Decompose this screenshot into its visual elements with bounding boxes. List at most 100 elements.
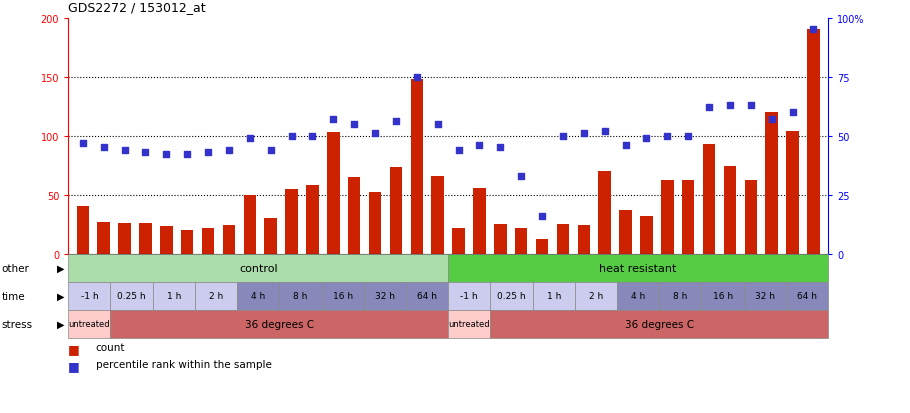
Bar — [575, 282, 617, 310]
Text: count: count — [96, 342, 125, 352]
Point — [785, 109, 800, 116]
Bar — [682, 181, 694, 254]
Point — [598, 128, 612, 135]
Point — [514, 173, 529, 180]
Bar — [494, 225, 507, 254]
Bar — [617, 282, 659, 310]
Bar — [620, 211, 632, 254]
Point — [96, 145, 111, 152]
Bar — [490, 282, 532, 310]
Bar — [723, 167, 736, 254]
Bar — [68, 282, 110, 310]
Point — [743, 102, 758, 109]
Text: 64 h: 64 h — [417, 292, 437, 301]
Bar — [431, 176, 444, 254]
Point — [681, 133, 695, 140]
Point — [117, 147, 132, 154]
Text: GDS2272 / 153012_at: GDS2272 / 153012_at — [68, 2, 206, 14]
Bar — [452, 228, 465, 254]
Point — [180, 152, 195, 159]
Bar — [364, 282, 406, 310]
Bar — [448, 282, 490, 310]
Point — [159, 152, 174, 159]
Point — [493, 145, 508, 152]
Point — [639, 135, 653, 142]
Bar — [153, 282, 195, 310]
Bar — [139, 223, 152, 254]
Point — [243, 135, 258, 142]
Point — [368, 131, 382, 137]
Text: 0.25 h: 0.25 h — [497, 292, 526, 301]
Bar — [515, 228, 528, 254]
Text: 16 h: 16 h — [713, 292, 733, 301]
Point — [305, 133, 319, 140]
Bar — [202, 228, 215, 254]
Point — [389, 119, 403, 126]
Bar — [181, 230, 194, 254]
Bar — [68, 254, 448, 282]
Text: ▶: ▶ — [57, 263, 65, 273]
Text: ■: ■ — [68, 342, 80, 355]
Bar — [490, 310, 828, 338]
Text: heat resistant: heat resistant — [600, 263, 677, 273]
Point — [702, 105, 716, 112]
Text: stress: stress — [2, 319, 33, 329]
Point — [660, 133, 674, 140]
Bar — [448, 310, 490, 338]
Bar — [578, 226, 590, 254]
Text: untreated: untreated — [449, 320, 490, 329]
Bar — [348, 178, 360, 254]
Point — [284, 133, 298, 140]
Text: ▶: ▶ — [57, 319, 65, 329]
Bar — [786, 132, 799, 254]
Point — [201, 150, 216, 156]
Bar — [76, 207, 89, 254]
Bar — [110, 310, 448, 338]
Bar — [238, 282, 279, 310]
Bar — [279, 282, 321, 310]
Text: ■: ■ — [68, 359, 80, 372]
Bar — [195, 282, 238, 310]
Bar — [473, 188, 486, 254]
Bar — [744, 181, 757, 254]
Text: -1 h: -1 h — [81, 292, 98, 301]
Bar — [97, 222, 110, 254]
Point — [222, 147, 237, 154]
Bar — [536, 240, 549, 254]
Bar — [807, 31, 820, 254]
Point — [326, 116, 340, 123]
Text: 32 h: 32 h — [375, 292, 395, 301]
Text: 4 h: 4 h — [251, 292, 266, 301]
Text: 1 h: 1 h — [167, 292, 181, 301]
Point — [618, 142, 632, 149]
Bar — [327, 133, 339, 254]
Text: time: time — [2, 291, 25, 301]
Point — [347, 121, 361, 128]
Point — [577, 131, 592, 137]
Bar — [265, 219, 277, 254]
Bar — [659, 282, 702, 310]
Text: untreated: untreated — [68, 320, 110, 329]
Bar — [743, 282, 786, 310]
Bar — [406, 282, 448, 310]
Point — [138, 150, 153, 156]
Bar — [223, 226, 236, 254]
Text: 0.25 h: 0.25 h — [117, 292, 146, 301]
Bar — [110, 282, 153, 310]
Bar — [410, 80, 423, 254]
Text: 8 h: 8 h — [293, 292, 308, 301]
Text: -1 h: -1 h — [460, 292, 478, 301]
Bar — [448, 254, 828, 282]
Text: 2 h: 2 h — [589, 292, 603, 301]
Bar — [307, 186, 318, 254]
Bar — [68, 310, 110, 338]
Point — [264, 147, 278, 154]
Bar — [244, 195, 256, 254]
Text: 36 degrees C: 36 degrees C — [245, 319, 314, 329]
Text: other: other — [2, 263, 30, 273]
Point — [472, 142, 487, 149]
Bar — [702, 282, 743, 310]
Point — [764, 116, 779, 123]
Text: percentile rank within the sample: percentile rank within the sample — [96, 359, 271, 369]
Point — [451, 147, 466, 154]
